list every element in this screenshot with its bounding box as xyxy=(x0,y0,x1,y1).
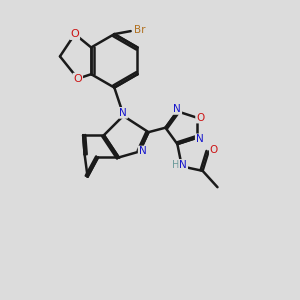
Text: N: N xyxy=(173,104,181,114)
Text: N: N xyxy=(179,160,187,170)
Text: N: N xyxy=(139,146,146,157)
Text: O: O xyxy=(210,145,218,155)
Text: O: O xyxy=(196,112,204,123)
Text: O: O xyxy=(74,74,82,84)
Text: H: H xyxy=(172,160,179,170)
Text: N: N xyxy=(119,108,127,118)
Text: Br: Br xyxy=(134,25,145,34)
Text: N: N xyxy=(196,134,203,144)
Text: O: O xyxy=(70,29,79,39)
